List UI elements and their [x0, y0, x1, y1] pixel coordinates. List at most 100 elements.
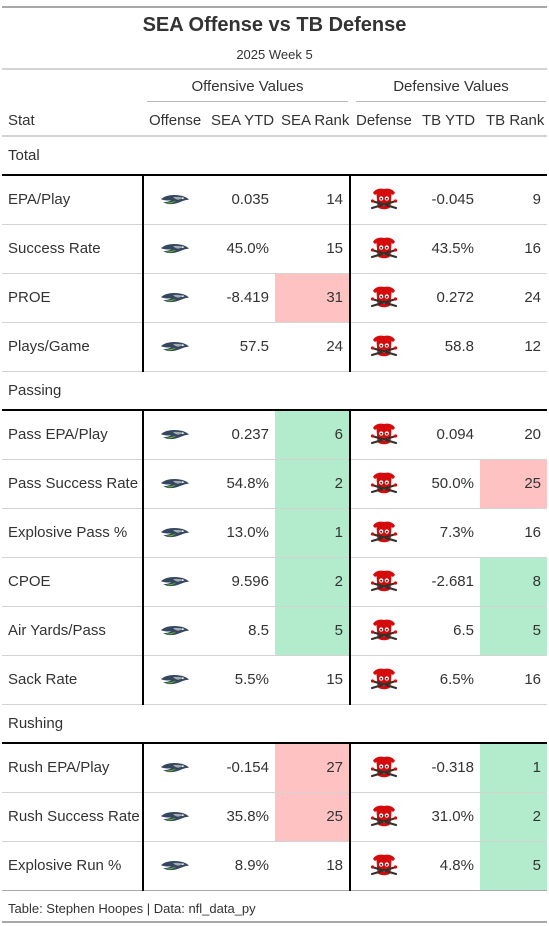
col-header-tb-ytd: TB YTD — [416, 104, 480, 137]
tb-rank-value: 5 — [480, 841, 547, 891]
seahawks-logo-icon — [160, 859, 190, 873]
sea-ytd-value: 35.8% — [205, 792, 275, 842]
defense-logo-cell — [349, 410, 416, 460]
group-label: Rushing — [2, 704, 547, 744]
table-row: Success Rate 45.0% 15 43.5% 16 — [2, 224, 547, 274]
table-row: Explosive Run % 8.9% 18 4.8% 5 — [2, 841, 547, 891]
buccaneers-logo-icon — [369, 665, 399, 695]
tb-rank-value: 16 — [480, 508, 547, 558]
sea-rank-value: 15 — [275, 655, 350, 705]
offense-logo-cell — [142, 459, 205, 509]
sea-ytd-value: 8.5 — [205, 606, 275, 656]
offense-logo-cell — [142, 224, 205, 274]
table-subtitle: 2025 Week 5 — [236, 47, 313, 62]
sea-ytd-value: -0.154 — [205, 743, 275, 793]
col-header-stat: Stat — [2, 104, 143, 137]
sea-rank-value: 5 — [275, 606, 350, 656]
table-row: Pass Success Rate 54.8% 2 50.0% 25 — [2, 459, 547, 509]
stat-name: Success Rate — [2, 224, 143, 274]
table-row: Pass EPA/Play 0.237 6 0.094 20 — [2, 410, 547, 460]
tb-ytd-value: 0.272 — [416, 273, 480, 323]
sea-rank-value: 24 — [275, 322, 350, 372]
buccaneers-logo-icon — [369, 567, 399, 597]
offense-logo-cell — [142, 606, 205, 656]
seahawks-logo-icon — [160, 526, 190, 540]
sea-rank-value: 2 — [275, 557, 350, 607]
offense-spanner-label: Offensive Values — [191, 78, 304, 95]
defense-spanner-label: Defensive Values — [393, 78, 509, 95]
tb-ytd-value: -0.318 — [416, 743, 480, 793]
sea-rank-value: 2 — [275, 459, 350, 509]
stat-name: Sack Rate — [2, 655, 143, 705]
tb-ytd-value: -0.045 — [416, 175, 480, 225]
stat-name: Explosive Run % — [2, 841, 143, 891]
group-row-total: Total — [2, 136, 547, 176]
tb-ytd-value: 7.3% — [416, 508, 480, 558]
seahawks-logo-icon — [160, 291, 190, 305]
seahawks-logo-icon — [160, 761, 190, 775]
offense-logo-cell — [142, 743, 205, 793]
table-row: Sack Rate 5.5% 15 6.5% 16 — [2, 655, 547, 705]
buccaneers-logo-icon — [369, 234, 399, 264]
sea-rank-value: 15 — [275, 224, 350, 274]
col-header-tb-rank: TB Rank — [480, 104, 547, 137]
col-header-defense: Defense — [350, 104, 416, 137]
tb-rank-value: 8 — [480, 557, 547, 607]
defense-logo-cell — [349, 459, 416, 509]
group-label: Total — [2, 136, 547, 176]
offense-logo-cell — [142, 792, 205, 842]
tb-rank-value: 1 — [480, 743, 547, 793]
stat-name: Explosive Pass % — [2, 508, 143, 558]
tb-rank-value: 12 — [480, 322, 547, 372]
seahawks-logo-icon — [160, 624, 190, 638]
group-row-passing: Passing — [2, 371, 547, 411]
table-row: Rush Success Rate 35.8% 25 31.0% 2 — [2, 792, 547, 842]
seahawks-logo-icon — [160, 340, 190, 354]
group-label: Passing — [2, 371, 547, 411]
sea-ytd-value: 9.596 — [205, 557, 275, 607]
buccaneers-logo-icon — [369, 420, 399, 450]
offense-logo-cell — [142, 175, 205, 225]
sea-rank-value: 31 — [275, 273, 350, 323]
defense-logo-cell — [349, 743, 416, 793]
sea-ytd-value: -8.419 — [205, 273, 275, 323]
table-row: Plays/Game 57.5 24 58.8 12 — [2, 322, 547, 372]
buccaneers-logo-icon — [369, 753, 399, 783]
defense-logo-cell — [349, 606, 416, 656]
offense-logo-cell — [142, 273, 205, 323]
table-source-note: Table: Stephen Hoopes | Data: nfl_data_p… — [8, 901, 256, 916]
defense-spanner-line — [356, 101, 546, 102]
stat-name: Plays/Game — [2, 322, 143, 372]
seahawks-logo-icon — [160, 428, 190, 442]
tb-ytd-value: 6.5 — [416, 606, 480, 656]
offense-logo-cell — [142, 508, 205, 558]
stats-table: Stat Offense SEA YTD SEA Rank Defense TB… — [2, 104, 547, 891]
sea-ytd-value: 8.9% — [205, 841, 275, 891]
sea-rank-value: 14 — [275, 175, 350, 225]
buccaneers-logo-icon — [369, 185, 399, 215]
tb-ytd-value: 0.094 — [416, 410, 480, 460]
defense-logo-cell — [349, 655, 416, 705]
stat-name: Rush Success Rate — [2, 792, 143, 842]
table-row: Air Yards/Pass 8.5 5 6.5 5 — [2, 606, 547, 656]
table-title: SEA Offense vs TB Defense — [142, 14, 407, 36]
seahawks-logo-icon — [160, 673, 190, 687]
tb-ytd-value: 4.8% — [416, 841, 480, 891]
defense-logo-cell — [349, 508, 416, 558]
sea-ytd-value: 13.0% — [205, 508, 275, 558]
tb-ytd-value: 50.0% — [416, 459, 480, 509]
table-row: PROE -8.419 31 0.272 24 — [2, 273, 547, 323]
sea-ytd-value: 54.8% — [205, 459, 275, 509]
table-row: CPOE 9.596 2 -2.681 8 — [2, 557, 547, 607]
table-row: Rush EPA/Play -0.154 27 -0.318 1 — [2, 743, 547, 793]
offense-spanner-line — [147, 101, 348, 102]
tb-ytd-value: 31.0% — [416, 792, 480, 842]
offense-logo-cell — [142, 655, 205, 705]
sea-ytd-value: 57.5 — [205, 322, 275, 372]
table-row: EPA/Play 0.035 14 -0.045 9 — [2, 175, 547, 225]
buccaneers-logo-icon — [369, 469, 399, 499]
tb-rank-value: 16 — [480, 655, 547, 705]
defense-logo-cell — [349, 224, 416, 274]
header-rule — [2, 68, 547, 70]
